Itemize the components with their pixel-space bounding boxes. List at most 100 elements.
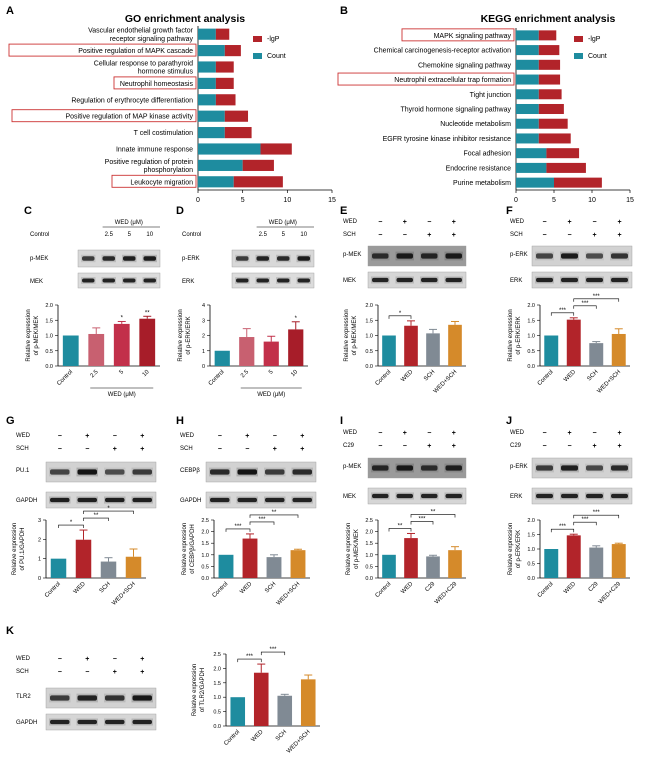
sign-minus: − [403,232,407,239]
y-tick-label: 0.5 [213,710,221,716]
blot-band [535,276,554,284]
bar-lgp [215,61,234,73]
panel-letter-c: C [24,205,32,217]
y-axis-label: of p-MEK/MEK [352,316,358,356]
blot-row-label: TLR2 [16,694,31,700]
header-dose: 2.5 [105,232,114,238]
sign-minus: − [218,446,222,453]
sign-plus: + [427,232,431,239]
blot-band [585,251,604,261]
blot-row-label: MEK [30,279,43,285]
bar [426,333,440,366]
legend-label-lgp: -lgP [588,36,601,43]
bar [218,554,234,578]
band-core [210,497,230,503]
legend-swatch-count [574,53,583,59]
x-category-label: WED+SCH [111,581,137,607]
blot-band [142,254,157,263]
y-tick-label: 0.5 [365,564,373,570]
treat-label-2: C29 [343,443,355,449]
blot-band [264,467,286,477]
x-category-label: 2.5 [90,369,101,380]
sign-minus: − [542,232,546,239]
x-category-label: Control [56,369,74,387]
x-category-label: Control [44,581,62,599]
x-tick-label: 0 [196,197,200,204]
blot-band [585,463,604,473]
blot-band [371,492,390,500]
x-tick-label: 5 [241,197,245,204]
bar [214,350,230,366]
x-category-label: WED+SCH [286,729,312,755]
blot-row-label: p-MEK [343,252,361,258]
band-core [297,278,310,283]
y-axis-label: of CEBPβ/GAPDH [190,524,196,573]
blot-band [76,496,98,504]
sig-label: * [70,520,73,526]
treat-label-2: SCH [343,232,356,238]
blot-strip-loading [45,491,157,509]
blot-row-label: CEBPβ [180,468,200,474]
x-category-label: WED [400,369,415,384]
y-tick-label: 1.5 [201,541,209,547]
sign-plus: + [85,656,89,663]
y-tick-label: 4 [202,303,205,309]
band-core [82,256,95,261]
bar-lgp [224,110,249,122]
bar-count [198,77,216,89]
chart-title: KEGG enrichment analysis [481,13,616,25]
x-category-label: SCH [423,369,436,382]
bar [404,538,418,578]
band-core [421,465,438,471]
sig-label: *** [559,524,567,530]
band-core [561,493,578,499]
blot-band [122,277,137,284]
legend-swatch-count [253,53,262,59]
x-tick-label: 15 [328,197,336,204]
band-core [421,253,438,259]
band-core [132,497,152,503]
y-tick-label: 2 [202,334,205,340]
treat-label-2: SCH [16,446,29,452]
bar [589,547,604,578]
x-category-label: WED [563,581,578,596]
blot-band [420,492,439,500]
band-core [586,493,603,499]
band-core [421,277,438,283]
x-category-label: Control [537,369,555,387]
panel-letter-k: K [6,625,14,637]
blot-band [81,254,96,263]
sig-bracket [573,298,620,302]
band-core [50,497,70,503]
blot-band [104,693,126,703]
sig-mark: ** [145,310,150,316]
treat-label-1: WED [180,433,195,439]
blot-band [209,467,231,477]
bar [230,697,246,726]
sign-plus: + [273,446,277,453]
category-label: T cell costimulation [134,130,194,137]
bar [139,318,156,366]
sign-minus: − [378,219,382,226]
bar-lgp [538,30,557,41]
sign-minus: − [567,443,571,450]
band-core [445,277,462,283]
blot-band [49,718,71,726]
band-core [132,695,152,701]
sign-minus: − [85,669,89,676]
blot-band [76,718,98,726]
category-label: Neutrophil extracellular trap formation [394,77,511,84]
band-core [123,278,136,283]
band-core [396,253,413,259]
band-core [236,278,249,283]
y-tick-label: 1 [202,349,205,355]
category-label: phosphorylation [144,167,194,174]
band-core [372,277,389,283]
sig-bracket [410,521,434,525]
x-category-label: SCH [586,369,599,382]
category-label: Nucleotide metabolism [440,121,511,128]
sign-minus: − [273,433,277,440]
sig-bracket [83,517,109,522]
bar [589,343,604,366]
band-core [421,493,438,499]
